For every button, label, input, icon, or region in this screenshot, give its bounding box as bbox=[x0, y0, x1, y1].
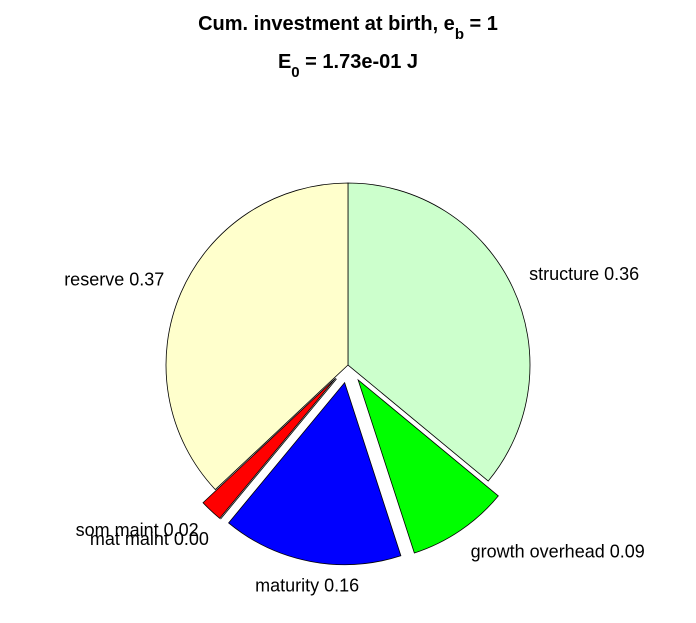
slice-label: structure 0.36 bbox=[529, 264, 639, 284]
slice-label: reserve 0.37 bbox=[64, 269, 164, 289]
slice-label: growth overhead 0.09 bbox=[471, 541, 645, 561]
slice-label: som maint 0.02 bbox=[76, 520, 199, 540]
slice-label: maturity 0.16 bbox=[255, 575, 359, 595]
subscript: b bbox=[455, 26, 464, 43]
text: E bbox=[278, 51, 291, 73]
text: Cum. investment at birth, e bbox=[198, 13, 455, 35]
pie-slice bbox=[357, 378, 499, 554]
slice-label: mat maint 0.00 bbox=[90, 529, 209, 549]
text: = 1 bbox=[464, 13, 498, 35]
chart-title: Cum. investment at birth, eb = 1 bbox=[198, 13, 498, 43]
chart-subtitle: E0 = 1.73e-01 J bbox=[278, 51, 418, 81]
text: = 1.73e-01 J bbox=[300, 51, 418, 73]
subscript: 0 bbox=[291, 64, 299, 81]
pie-slice bbox=[347, 182, 531, 482]
pie-slice bbox=[202, 377, 336, 519]
pie-slice bbox=[228, 381, 402, 566]
pie-slice bbox=[165, 182, 349, 491]
